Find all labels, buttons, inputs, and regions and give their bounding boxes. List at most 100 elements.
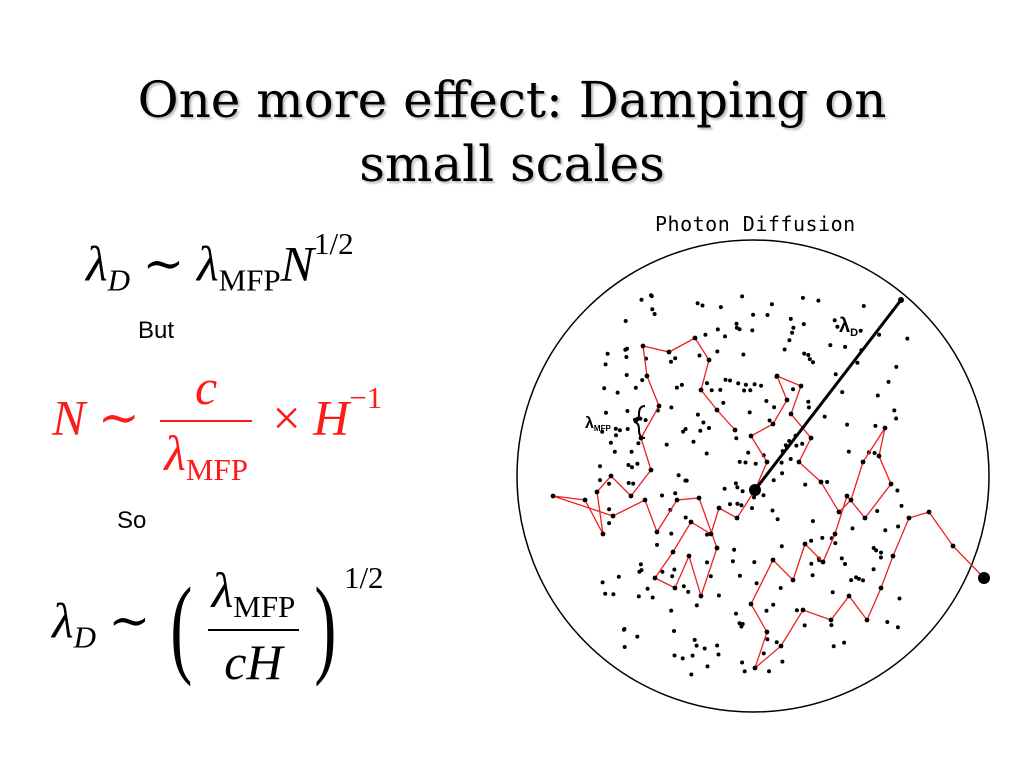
scatterer-dot [669, 608, 674, 613]
scatterer-dot [800, 441, 805, 446]
scatterer-dot [822, 414, 827, 419]
scatterer-dot [742, 669, 747, 674]
scatterer-dot [780, 659, 785, 664]
scatterer-dot [830, 590, 835, 595]
walk-vertex [648, 467, 654, 473]
scatterer-dot [802, 351, 807, 356]
scatterer-dot [780, 471, 785, 476]
scatterer-dot [700, 303, 705, 308]
scatterer-dot [807, 357, 812, 362]
scatterer-dot [643, 418, 648, 423]
scatterer-dot [683, 515, 688, 520]
photon-start-point [749, 484, 761, 496]
scatterer-dot [740, 622, 745, 626]
walk-vertex [644, 373, 650, 379]
scatterer-dot [604, 410, 608, 415]
scatterer-dot [879, 550, 883, 555]
scatterer-dot [761, 651, 766, 656]
scatterer-dot [702, 646, 707, 651]
scatterer-dot [625, 409, 630, 413]
scatterer-dot [832, 318, 837, 323]
slide-title-line-2: small scales [359, 135, 665, 193]
scatterer-dot [871, 546, 876, 550]
scatterer-dot [723, 334, 727, 339]
scatterer-dot [765, 313, 770, 317]
walk-vertex [796, 459, 802, 465]
walk-vertex [770, 557, 776, 563]
scatterer-dot [715, 327, 720, 332]
scatterer-dot [752, 495, 756, 500]
walk-vertex [734, 515, 740, 521]
walk-vertex [770, 421, 776, 427]
walk-vertex [802, 541, 808, 547]
eq2-lhs: N [52, 389, 86, 446]
eq1-lhs-sub: D [107, 262, 131, 298]
scatterer-dot [640, 378, 645, 383]
scatterer-dot [669, 359, 673, 364]
eq2-denominator: λMFP [160, 422, 252, 488]
walk-vertex [748, 601, 754, 607]
scatterer-dot [840, 390, 845, 395]
figure-title: Photon Diffusion [655, 212, 856, 236]
walk-vertex [688, 519, 694, 525]
scatterer-dot [683, 478, 688, 483]
scatterer-dot [828, 343, 833, 348]
scatterer-dot [779, 544, 784, 549]
scatterer-dot [612, 449, 617, 454]
walk-vertex [752, 665, 758, 671]
scatterer-dot [615, 390, 620, 395]
scatterer-dot [616, 574, 621, 579]
scatterer-dot [733, 481, 738, 486]
scatterer-dot [843, 344, 848, 349]
scatterer-dot [791, 387, 795, 392]
diffusion-line-end [898, 297, 904, 303]
diffusion-length-line [753, 299, 903, 491]
scatterer-dot [639, 568, 644, 573]
scatterer-dot [740, 489, 745, 494]
scatterer-dot [849, 578, 854, 583]
walk-vertex [706, 357, 712, 363]
eq3-denominator: cH [224, 634, 283, 691]
scatterer-dot [603, 362, 608, 367]
diffusion-boundary-circle [516, 239, 990, 713]
scatterer-dot [701, 420, 706, 425]
scatterer-dot [782, 347, 787, 352]
eq2-exponent: −1 [349, 380, 383, 416]
eq3-relation: ∼ [108, 592, 151, 649]
scatterer-dot [728, 502, 732, 507]
walk-vertex [714, 545, 720, 551]
scatterer-dot [718, 305, 723, 310]
scatterer-dot [639, 297, 644, 302]
scatterer-dot [741, 352, 746, 357]
scatterer-dot [633, 385, 638, 390]
scatterer-dot [705, 532, 709, 537]
scatterer-dot [635, 634, 640, 639]
scatterer-dot [660, 493, 664, 498]
scatterer-dot [655, 542, 659, 547]
walk-vertex [686, 553, 692, 559]
scatterer-dot [751, 312, 756, 317]
scatterer-dot [705, 381, 709, 386]
scatterer-dot [794, 608, 799, 613]
walk-vertex [714, 407, 720, 413]
walk-vertex [656, 403, 662, 409]
walk-vertex [788, 411, 794, 417]
walk-vertex [820, 559, 826, 565]
scatterer-dot [624, 373, 629, 377]
scatterer-dot [877, 332, 882, 337]
scatterer-dot [617, 428, 622, 433]
walk-vertex [670, 549, 676, 555]
scatterer-dot [680, 656, 685, 661]
scatterer-dot [747, 410, 752, 415]
scatterer-dot [833, 541, 838, 546]
walk-vertex [774, 373, 780, 379]
scatterer-dot [686, 589, 691, 594]
scatterer-dot [803, 482, 808, 487]
eq3-left-paren: ( [170, 565, 193, 688]
walk-vertex [926, 509, 932, 515]
scatterer-dot [614, 433, 618, 438]
scatterer-dot [636, 441, 641, 446]
eq3-right-paren: ) [314, 565, 337, 688]
scatterer-dot [734, 436, 739, 441]
scatterer-dot [613, 426, 618, 431]
